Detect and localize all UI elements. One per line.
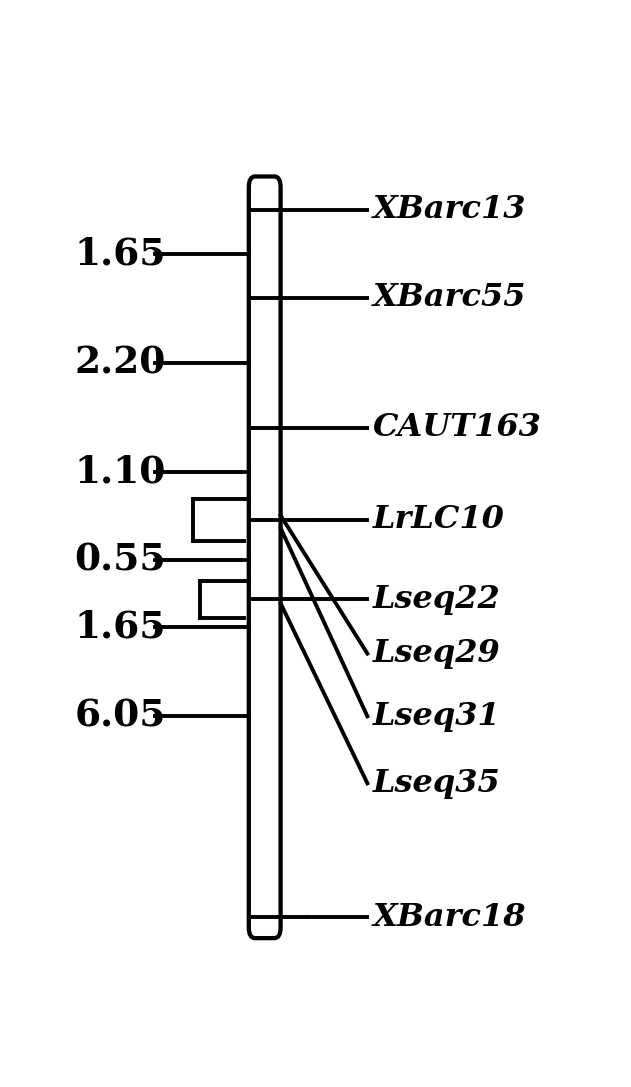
Text: 2.20: 2.20	[74, 345, 166, 382]
Text: 1.10: 1.10	[74, 453, 166, 490]
Text: 1.65: 1.65	[74, 609, 166, 646]
Text: XBarc13: XBarc13	[372, 195, 526, 225]
Text: Lseq35: Lseq35	[372, 767, 500, 799]
Text: LrLC10: LrLC10	[372, 504, 504, 535]
Text: 6.05: 6.05	[74, 698, 166, 735]
Text: XBarc55: XBarc55	[372, 283, 526, 313]
Text: 0.55: 0.55	[74, 541, 166, 578]
Text: Lseq22: Lseq22	[372, 584, 500, 614]
FancyBboxPatch shape	[249, 176, 281, 938]
Text: XBarc18: XBarc18	[372, 902, 526, 933]
Text: Lseq31: Lseq31	[372, 701, 500, 732]
Text: Lseq29: Lseq29	[372, 638, 500, 670]
Text: 1.65: 1.65	[74, 236, 166, 273]
Text: CAUT163: CAUT163	[372, 412, 541, 443]
